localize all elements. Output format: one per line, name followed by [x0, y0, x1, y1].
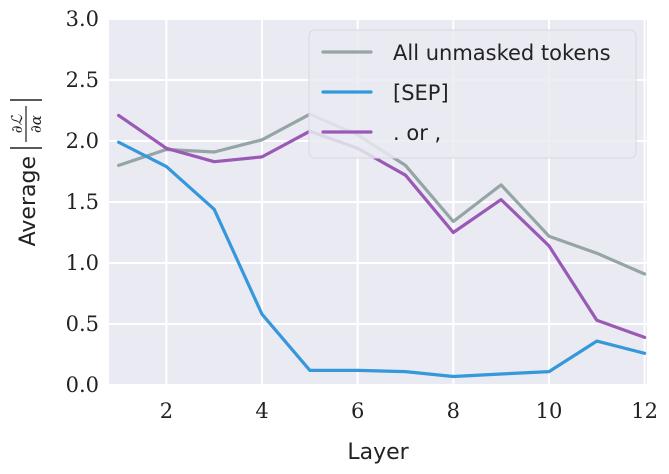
series-line — [116, 140, 647, 379]
fraction-denominator: ∂α — [27, 115, 45, 133]
y-tick-label: 1.5 — [66, 190, 99, 214]
series-line — [116, 113, 647, 339]
x-axis-label: Layer — [347, 440, 409, 465]
y-tick-label: 2.5 — [66, 68, 99, 92]
legend-label: [SEP] — [393, 81, 449, 105]
x-tick-label: 12 — [631, 399, 658, 423]
legend-label: All unmasked tokens — [393, 41, 611, 65]
y-tick-label: 0.5 — [66, 312, 99, 336]
y-tick-label: 2.0 — [66, 129, 99, 153]
legend-box — [308, 29, 637, 159]
y-axis-label-text: Average — [16, 156, 41, 246]
y-tick-label: 1.0 — [66, 251, 99, 275]
y-tick-label: 0.0 — [66, 373, 99, 397]
y-axis-label-math: ∂ℒ ∂α — [8, 99, 45, 149]
y-axis-label: Average ∂ℒ ∂α — [8, 99, 45, 246]
x-tick-labels: 2 4 6 8 10 12 — [160, 399, 658, 423]
fraction-numerator: ∂ℒ — [8, 114, 26, 134]
x-tick-label: 6 — [351, 399, 364, 423]
x-tick-label: 4 — [255, 399, 268, 423]
legend-label: . or , — [393, 121, 441, 145]
y-tick-label: 3.0 — [66, 7, 99, 31]
x-tick-label: 10 — [536, 399, 563, 423]
y-tick-labels: 0.0 0.5 1.0 1.5 2.0 2.5 3.0 — [66, 7, 99, 397]
legend: All unmasked tokens [SEP] . or , — [308, 29, 637, 159]
x-tick-label: 8 — [447, 399, 460, 423]
x-tick-label: 2 — [160, 399, 173, 423]
